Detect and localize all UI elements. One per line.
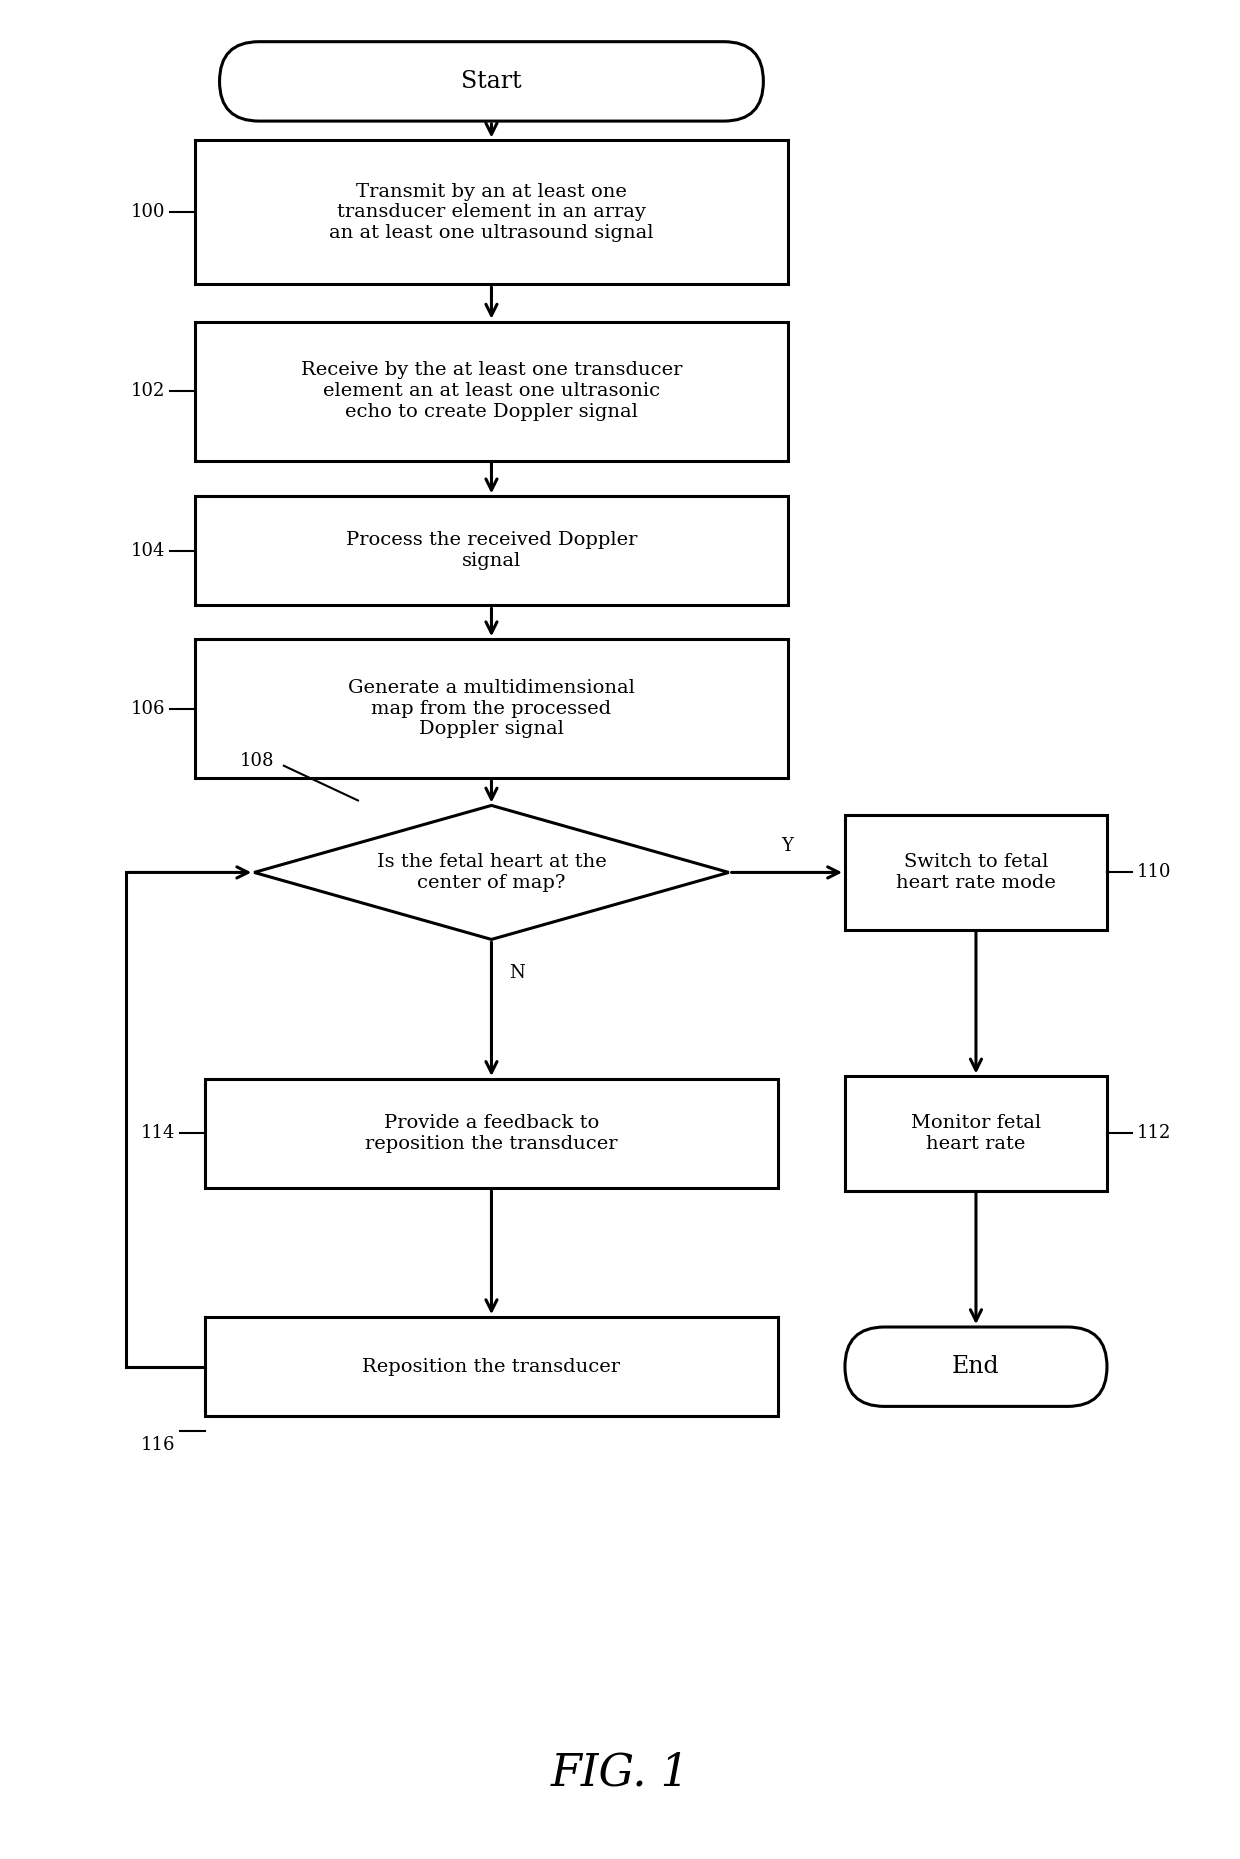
Text: Monitor fetal
heart rate: Monitor fetal heart rate (911, 1114, 1042, 1153)
Text: Start: Start (461, 71, 522, 93)
Text: 110: 110 (1137, 863, 1171, 881)
Text: Generate a multidimensional
map from the processed
Doppler signal: Generate a multidimensional map from the… (348, 679, 635, 738)
Text: 112: 112 (1137, 1125, 1171, 1143)
Bar (195, 141, 789, 284)
Text: End: End (952, 1355, 999, 1378)
Text: Y: Y (781, 837, 792, 855)
Text: Process the received Doppler
signal: Process the received Doppler signal (346, 532, 637, 571)
Text: 108: 108 (239, 751, 274, 770)
Bar (195, 496, 789, 606)
Text: 102: 102 (130, 383, 165, 400)
Bar (844, 816, 1107, 930)
Bar (205, 1316, 779, 1417)
Text: 114: 114 (140, 1125, 175, 1143)
Text: 104: 104 (130, 541, 165, 560)
Text: Receive by the at least one transducer
element an at least one ultrasonic
echo t: Receive by the at least one transducer e… (301, 361, 682, 420)
Text: 100: 100 (130, 203, 165, 221)
Text: Reposition the transducer: Reposition the transducer (362, 1357, 620, 1376)
Bar (844, 1076, 1107, 1190)
Polygon shape (254, 805, 729, 939)
FancyBboxPatch shape (219, 41, 764, 121)
Text: Is the fetal heart at the
center of map?: Is the fetal heart at the center of map? (377, 853, 606, 892)
Text: Transmit by an at least one
transducer element in an array
an at least one ultra: Transmit by an at least one transducer e… (329, 182, 653, 242)
Bar (195, 639, 789, 779)
Text: N: N (510, 965, 525, 982)
Text: FIG. 1: FIG. 1 (551, 1751, 689, 1794)
Text: Switch to fetal
heart rate mode: Switch to fetal heart rate mode (897, 853, 1056, 892)
Text: 116: 116 (140, 1437, 175, 1454)
Text: 106: 106 (130, 699, 165, 718)
Bar (195, 322, 789, 461)
Text: Provide a feedback to
reposition the transducer: Provide a feedback to reposition the tra… (366, 1114, 618, 1153)
Bar (205, 1078, 779, 1188)
FancyBboxPatch shape (844, 1327, 1107, 1407)
